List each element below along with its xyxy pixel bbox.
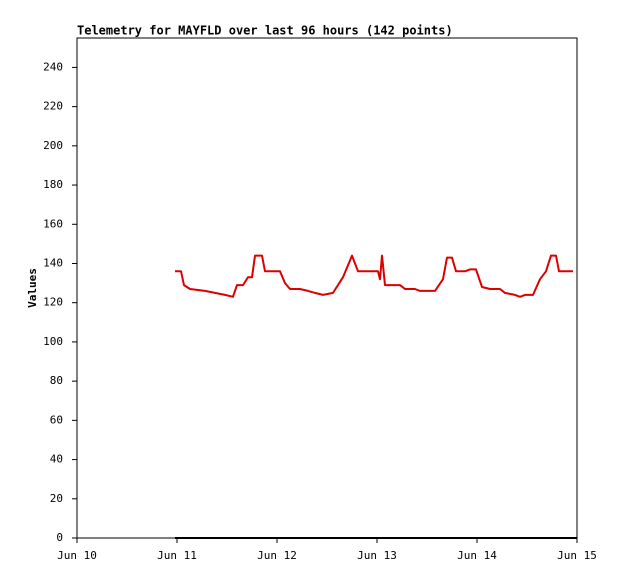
data-line xyxy=(175,254,573,298)
y-tick-label: 80 xyxy=(50,374,63,387)
x-tick-label: Jun 14 xyxy=(457,549,497,562)
y-tick-label: 40 xyxy=(50,453,63,466)
y-tick-label: 60 xyxy=(50,413,63,426)
y-tick-label: 240 xyxy=(43,60,63,73)
x-tick-label: Jun 10 xyxy=(57,549,97,562)
y-tick-label: 160 xyxy=(43,217,63,230)
y-tick-label: 200 xyxy=(43,139,63,152)
x-tick-label: Jun 12 xyxy=(257,549,297,562)
y-tick-label: 220 xyxy=(43,100,63,113)
chart-title: Telemetry for MAYFLD over last 96 hours … xyxy=(77,24,453,38)
y-axis-label: Values xyxy=(26,268,39,308)
plot-frame xyxy=(76,37,578,539)
y-tick-label: 180 xyxy=(43,178,63,191)
y-tick-label: 140 xyxy=(43,256,63,269)
y-tick-label: 120 xyxy=(43,296,63,309)
y-tick-label: 100 xyxy=(43,335,63,348)
x-tick-label: Jun 15 xyxy=(557,549,597,562)
x-tick-label: Jun 11 xyxy=(157,549,197,562)
y-tick-label: 20 xyxy=(50,492,63,505)
x-tick-label: Jun 13 xyxy=(357,549,397,562)
y-tick-label: 0 xyxy=(56,531,63,544)
